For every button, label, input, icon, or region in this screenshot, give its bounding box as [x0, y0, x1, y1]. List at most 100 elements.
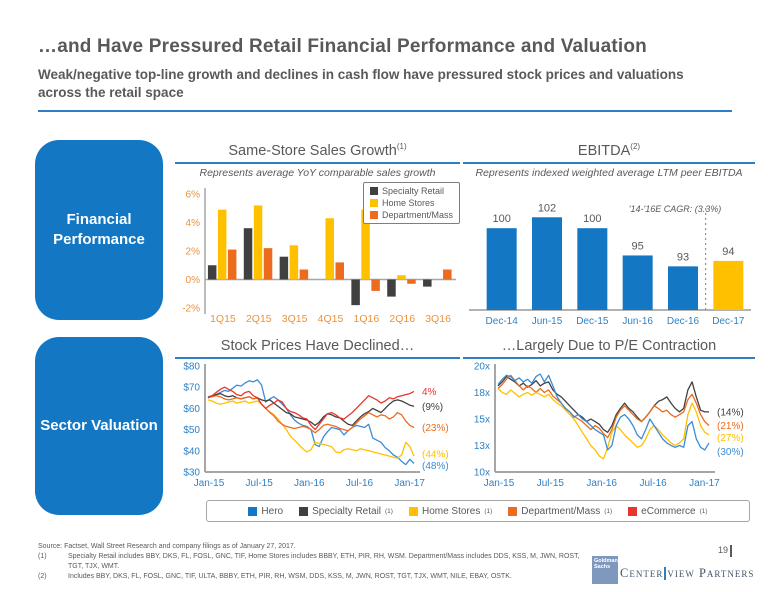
sidebar-sector-valuation: Sector Valuation — [35, 337, 163, 515]
chart-text: Dec-16 — [667, 316, 700, 327]
legend-swatch — [369, 198, 378, 207]
bar — [668, 266, 698, 310]
sales-bars-svg: -2% 0% 2% 4% 6% 1Q15 2Q15 3Q15 4Q15 1Q16 2Q16 3Q16 — [182, 187, 456, 325]
footnotes: Source: Factset, Wall Street Research an… — [38, 542, 586, 583]
chart-text: 100 — [583, 213, 601, 225]
bar — [577, 228, 608, 310]
title-divider — [38, 110, 732, 112]
legend-item: Home Stores — [369, 198, 453, 208]
bar — [207, 265, 217, 280]
bar — [279, 256, 289, 280]
chart-text: Jan-15 — [194, 478, 225, 489]
legend-item: Home Stores (1) — [408, 506, 492, 517]
chart-text: 100 — [492, 213, 510, 225]
chart-text: $70 — [183, 383, 200, 394]
page-number: 19 — [718, 545, 733, 557]
series-line-home-stores — [207, 399, 415, 459]
legend-item: eCommerce (1) — [628, 506, 708, 517]
chart-text: 2Q15 — [246, 313, 272, 325]
bar — [387, 279, 396, 297]
bar — [622, 255, 653, 310]
chart-text: 13x — [474, 441, 490, 452]
legend-swatch — [408, 506, 418, 516]
chart-text: Dec-14 — [486, 316, 519, 327]
page-number-bar — [730, 545, 733, 557]
chart-text: $40 — [183, 446, 200, 457]
bar — [397, 275, 406, 280]
series-legend: Hero Specialty Retail (1) Home Stores (1) Dep… — [206, 500, 750, 522]
chart-text: Jul-15 — [537, 478, 565, 489]
chart-text: Jun-15 — [532, 316, 563, 327]
footnote-1: (1) Specialty Retail includes BBY, DKS, … — [38, 553, 580, 571]
chart-text: 93 — [677, 251, 689, 263]
chart-text: Jul-16 — [346, 478, 374, 489]
bar — [423, 279, 432, 287]
chart-text: 6% — [186, 189, 201, 200]
chart-text: 4Q15 — [318, 313, 344, 325]
goldman-sachs-logo: Goldman Sachs — [592, 556, 618, 584]
bar — [263, 247, 273, 280]
chart-title-underline — [175, 357, 460, 359]
chart-text: 4% — [422, 387, 437, 398]
bar — [253, 205, 263, 280]
chart-text: 94 — [722, 246, 734, 258]
chart-text: Dec-15 — [576, 316, 609, 327]
chart-text: '14-'16E CAGR: (3.3%) — [629, 204, 721, 214]
same-store-sales-canvas: -2% 0% 2% 4% 6% 1Q15 2Q15 3Q15 4Q15 1Q16 2Q16 3Q16 S… — [175, 180, 460, 331]
chart-text: Jan-16 — [294, 478, 325, 489]
chart-text: -2% — [182, 303, 200, 314]
chart-text: 1Q15 — [210, 313, 236, 325]
chart-title: Same-Store Sales Growth(1) — [228, 142, 407, 159]
chart-text: 3Q16 — [425, 313, 451, 325]
series-line-specialty-retail — [497, 375, 709, 433]
ebitda-bars-svg: 100 Dec-14 102 Jun-15 100 Dec-15 95 Jun-16 93 Dec… — [469, 202, 751, 327]
series-line-ecommerce — [207, 386, 415, 431]
chart-title: EBITDA(2) — [577, 142, 641, 159]
page-title: …and Have Pressured Retail Financial Per… — [38, 36, 647, 57]
bar — [217, 209, 227, 280]
chart-text: (14%) — [717, 407, 744, 418]
chart-ebitda: EBITDA(2) Represents indexed weighted av… — [463, 142, 755, 337]
centerview-divider — [664, 567, 667, 580]
chart-text: Jul-16 — [639, 478, 667, 489]
chart-text: Jan-17 — [689, 478, 720, 489]
chart-title: Stock Prices Have Declined… — [220, 338, 415, 354]
legend-swatch — [369, 210, 378, 219]
legend-item: Specialty Retail (1) — [299, 506, 393, 517]
chart-text: 15x — [474, 415, 490, 426]
chart-text: (9%) — [422, 402, 443, 413]
chart-text: 2% — [186, 246, 201, 257]
chart-text: (48%) — [422, 461, 449, 472]
bar — [713, 260, 744, 310]
legend-swatch — [628, 506, 638, 516]
chart-text: 18x — [474, 388, 490, 399]
bar — [371, 279, 380, 291]
bar — [243, 228, 253, 280]
chart-text: $50 — [183, 425, 200, 436]
sales-chart-legend: Specialty Retail Home Stores Department/Ma… — [362, 181, 460, 224]
pe-contraction-canvas: 10x 13x 15x 18x 20x Jan-15 Jul-15 Jan-16 Jul-16 J… — [463, 360, 755, 497]
bar — [289, 245, 299, 280]
legend-item: Specialty Retail — [369, 186, 453, 196]
pe-lines-svg: 10x 13x 15x 18x 20x Jan-15 Jul-15 Jan-16 Jul-16 J… — [474, 362, 744, 490]
stock-prices-canvas: $30 $40 $50 $60 $70 $80 Jan-15 Jul-15 Jan-16 Jul-… — [175, 360, 460, 497]
chart-text: 20x — [474, 362, 490, 373]
bar — [335, 262, 344, 280]
chart-title-underline — [463, 357, 755, 359]
bar — [532, 217, 562, 310]
chart-text: Jan-16 — [586, 478, 617, 489]
legend-swatch — [248, 506, 258, 516]
chart-text: 95 — [632, 240, 644, 252]
chart-title: …Largely Due to P/E Contraction — [501, 338, 717, 354]
ebitda-canvas: 100 Dec-14 102 Jun-15 100 Dec-15 95 Jun-16 93 Dec… — [463, 180, 755, 337]
stock-lines-svg: $30 $40 $50 $60 $70 $80 Jan-15 Jul-15 Jan-16 Jul-… — [183, 362, 449, 490]
chart-subtitle: Represents indexed weighted average LTM … — [475, 166, 743, 179]
sidebar-label: Financial Performance — [53, 210, 145, 248]
chart-text: Dec-17 — [712, 316, 745, 327]
chart-text: (30%) — [717, 447, 744, 458]
bar — [325, 218, 334, 280]
bar — [361, 209, 370, 280]
series-line-hero — [497, 373, 710, 451]
chart-same-store-sales: Same-Store Sales Growth(1) Represents av… — [175, 142, 460, 331]
